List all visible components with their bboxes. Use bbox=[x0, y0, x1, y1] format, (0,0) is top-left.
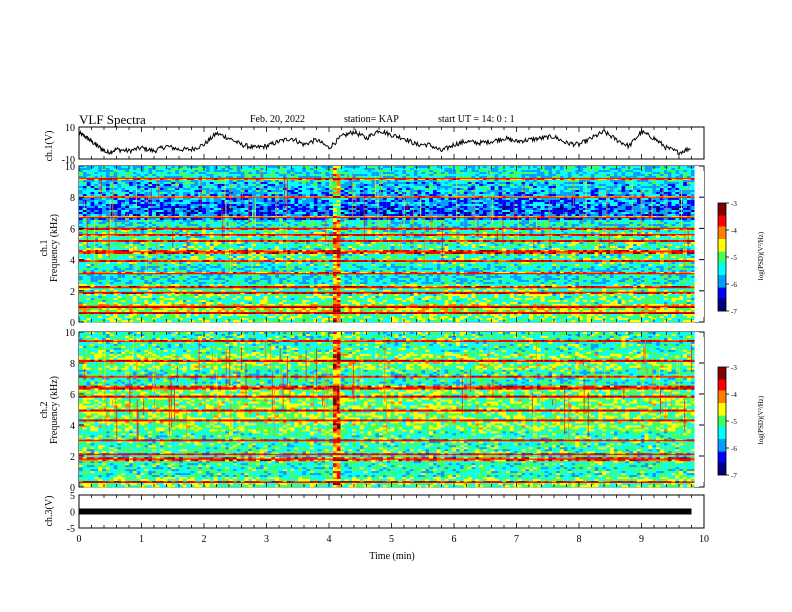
x-axis-label: Time (min) bbox=[369, 551, 414, 562]
ch2-spec-y-tick-label: 4 bbox=[70, 421, 75, 432]
ch2-spec-y-tick-label: 10 bbox=[65, 328, 75, 339]
x-tick-label: 7 bbox=[514, 534, 519, 545]
x-tick-label: 9 bbox=[639, 534, 644, 545]
ch2-spec-empty-region bbox=[695, 332, 704, 487]
ch1-spec-cells bbox=[79, 166, 695, 322]
ch2-colorbar-label: log(PSD)(V²/Hz) bbox=[757, 395, 765, 444]
ch1-spec-y-tick-label: 10 bbox=[65, 162, 75, 173]
ch1-frequency-ylabel: Frequency (kHz) bbox=[49, 214, 60, 282]
ch2-colorbar-tick-label: -4 bbox=[731, 391, 737, 399]
ch1-voltage-trace bbox=[79, 130, 691, 155]
x-tick-label: 1 bbox=[139, 534, 144, 545]
ch1-voltage-panel: 10-10 bbox=[62, 123, 704, 166]
ch1-y-tick-label: 10 bbox=[65, 123, 75, 134]
ch3-voltage-panel: 50-50 1 2 3 4 5 6 7 8 9 10 bbox=[67, 491, 709, 545]
ch2-colorbar-tick-label: -3 bbox=[731, 364, 737, 372]
x-tick-label: 4 bbox=[327, 534, 332, 545]
ch2-colorbar: -3 -4 -5 -6 -7 bbox=[718, 364, 737, 480]
ch1-spec-y-tick-label: 6 bbox=[70, 224, 75, 235]
ch3-y-tick-label: 0 bbox=[70, 508, 75, 519]
ch1-spec-y-tick-label: 2 bbox=[70, 287, 75, 298]
ch1-voltage-ylabel: ch.1(V) bbox=[44, 131, 55, 162]
x-tick-label: 10 bbox=[699, 534, 709, 545]
ch1-colorbar-tick-label: -7 bbox=[731, 308, 737, 316]
ch1-spec-y-tick-label: 4 bbox=[70, 256, 75, 267]
x-tick-label: 0 bbox=[77, 534, 82, 545]
ch1-colorbar-tick-label: -3 bbox=[731, 200, 737, 208]
ch2-frequency-ylabel: Frequency (kHz) bbox=[49, 376, 60, 444]
ch2-spec-y-tick-label: 2 bbox=[70, 452, 75, 463]
ch1-colorbar-tick-label: -6 bbox=[731, 281, 737, 289]
ch2-spec-cells bbox=[79, 332, 695, 487]
ch2-colorbar-tick-label: -7 bbox=[731, 472, 737, 480]
ch3-y-tick-label: 5 bbox=[70, 491, 75, 502]
ch1-colorbar-label: log(PSD)(V²/Hz) bbox=[757, 231, 765, 280]
ch1-spec-y-tick-label: 8 bbox=[70, 193, 75, 204]
ch1-colorbar-tick-label: -4 bbox=[731, 227, 737, 235]
vlf-spectra-figure: 10-10 0246810 0246810 50-50 1 2 3 4 5 6 7 8 9 10 -… bbox=[0, 0, 792, 612]
ch1-colorbar-tick-label: -5 bbox=[731, 254, 737, 262]
ch2-colorbar-tick-label: -5 bbox=[731, 418, 737, 426]
ch3-voltage-ylabel: ch.3(V) bbox=[44, 496, 55, 527]
x-tick-label: 2 bbox=[202, 534, 207, 545]
ch3-y-tick-label: -5 bbox=[67, 524, 75, 535]
ch2-spec-y-tick-label: 8 bbox=[70, 359, 75, 370]
ch1-spec-empty-region bbox=[695, 166, 704, 322]
x-tick-label: 5 bbox=[389, 534, 394, 545]
ch2-colorbar-tick-label: -6 bbox=[731, 445, 737, 453]
ch1-colorbar: -3 -4 -5 -6 -7 bbox=[718, 200, 737, 316]
x-tick-label: 3 bbox=[264, 534, 269, 545]
x-tick-label: 6 bbox=[452, 534, 457, 545]
x-tick-label: 8 bbox=[577, 534, 582, 545]
ch2-spec-y-tick-label: 6 bbox=[70, 390, 75, 401]
